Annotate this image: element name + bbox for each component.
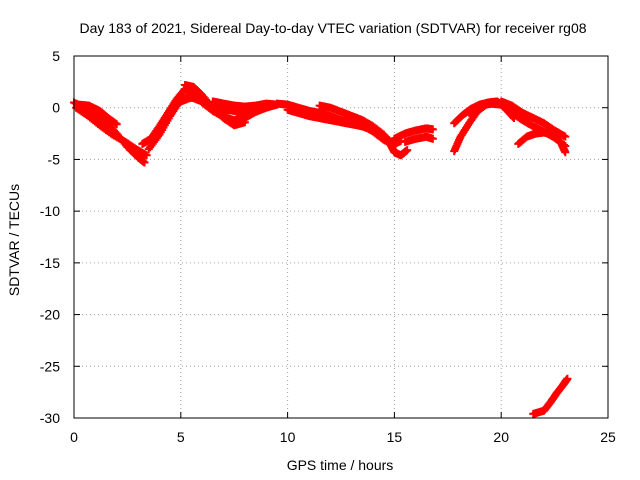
x-tick-label: 15 bbox=[387, 429, 403, 445]
data-point bbox=[563, 374, 572, 383]
data-point bbox=[428, 134, 437, 143]
y-tick-label: 5 bbox=[52, 48, 60, 64]
series-track-c bbox=[74, 100, 121, 129]
x-axis-label: GPS time / hours bbox=[287, 457, 394, 473]
chart-title: Day 183 of 2021, Sidereal Day-to-day VTE… bbox=[79, 20, 586, 36]
y-tick-label: -10 bbox=[40, 203, 60, 219]
y-tick-label: -5 bbox=[48, 151, 61, 167]
x-tick-label: 25 bbox=[600, 429, 616, 445]
y-tick-label: -30 bbox=[40, 410, 60, 426]
y-tick-label: 0 bbox=[52, 100, 60, 116]
series-track-n bbox=[401, 132, 437, 146]
x-tick-label: 20 bbox=[493, 429, 509, 445]
y-tick-label: -20 bbox=[40, 307, 60, 323]
axis-ticks: 0 5 10 15 20 25 5 0 -5 -10 -15 -20 -25 -30 bbox=[40, 48, 616, 445]
series-track-b bbox=[72, 103, 151, 160]
data-point bbox=[561, 132, 570, 141]
y-tick-label: -25 bbox=[40, 358, 60, 374]
y-axis-label: SDTVAR / TECUs bbox=[6, 184, 22, 296]
data-points bbox=[70, 80, 572, 418]
data-point bbox=[428, 125, 437, 134]
data-point bbox=[112, 120, 121, 129]
series-track-u bbox=[529, 374, 572, 418]
plot-frame bbox=[73, 55, 609, 419]
series-track-l bbox=[315, 101, 412, 160]
data-point bbox=[561, 148, 570, 157]
series-track-q bbox=[465, 99, 519, 123]
data-point bbox=[140, 158, 149, 167]
series-track-m bbox=[390, 124, 437, 143]
series-track-t bbox=[514, 128, 570, 157]
data-point bbox=[142, 151, 151, 160]
x-tick-label: 10 bbox=[280, 429, 296, 445]
data-point bbox=[403, 146, 412, 155]
x-tick-label: 5 bbox=[177, 429, 185, 445]
y-tick-label: -15 bbox=[40, 255, 60, 271]
x-tick-label: 0 bbox=[70, 429, 78, 445]
